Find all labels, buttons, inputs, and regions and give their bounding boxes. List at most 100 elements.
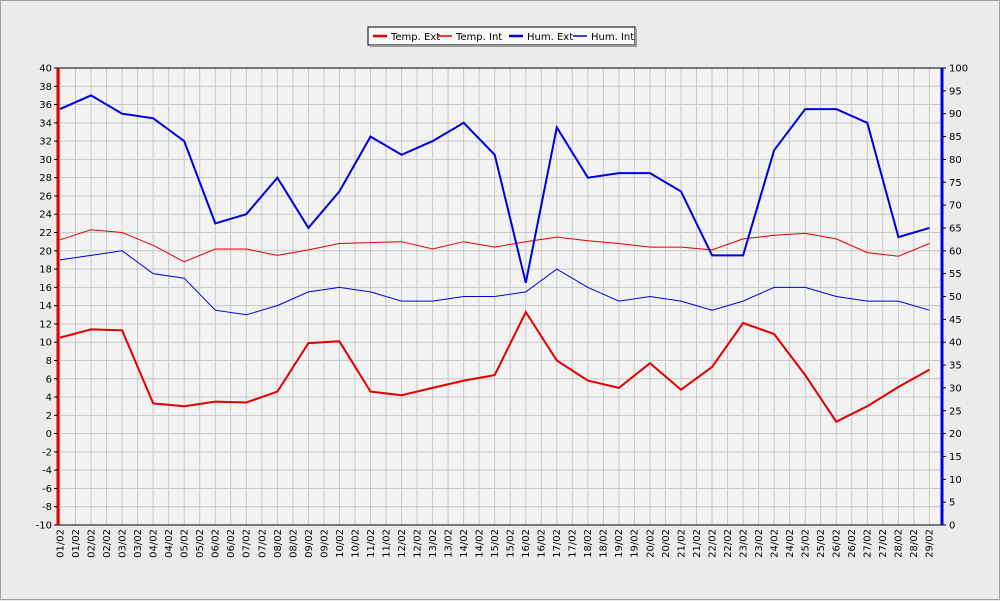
x-tick-label: 18/02	[583, 529, 594, 558]
x-tick-label: 14/02	[459, 529, 470, 558]
x-tick-label: 22/02	[723, 529, 734, 558]
x-tick-label: 27/02	[863, 529, 874, 558]
left-tick-label: 12	[39, 319, 52, 330]
left-tick-label: 14	[39, 301, 52, 312]
left-tick-label: 22	[39, 228, 52, 239]
x-tick-label: 15/02	[506, 529, 517, 558]
right-tick-label: 15	[949, 452, 962, 463]
right-tick-label: 30	[949, 383, 962, 394]
x-tick-label: 29/02	[925, 529, 936, 558]
plot-background	[58, 68, 942, 525]
x-tick-label: 05/02	[195, 529, 206, 558]
left-tick-label: 20	[39, 246, 52, 257]
left-tick-label: 8	[46, 356, 52, 367]
x-tick-label: 28/02	[909, 529, 920, 558]
right-tick-label: 55	[949, 269, 962, 280]
x-tick-label: 24/02	[769, 529, 780, 558]
right-tick-label: 80	[949, 155, 962, 166]
right-tick-label: 25	[949, 406, 962, 417]
left-tick-label: -10	[36, 521, 52, 532]
right-tick-label: 45	[949, 315, 962, 326]
x-tick-label: 20/02	[661, 529, 672, 558]
x-tick-label: 12/02	[397, 529, 408, 558]
left-tick-label: 24	[39, 210, 52, 221]
x-tick-label: 17/02	[568, 529, 579, 558]
left-tick-label: 10	[39, 338, 52, 349]
x-tick-label: 16/02	[537, 529, 548, 558]
x-tick-label: 27/02	[878, 529, 889, 558]
x-tick-label: 06/02	[211, 529, 222, 558]
x-tick-label: 06/02	[226, 529, 237, 558]
x-tick-label: 20/02	[645, 529, 656, 558]
left-tick-label: 0	[46, 429, 52, 440]
x-tick-label: 21/02	[676, 529, 687, 558]
left-tick-label: 26	[39, 191, 52, 202]
x-tick-label: 17/02	[552, 529, 563, 558]
x-tick-label: 15/02	[490, 529, 501, 558]
left-tick-label: 2	[46, 411, 52, 422]
x-tick-label: 03/02	[133, 529, 144, 558]
x-tick-label: 08/02	[288, 529, 299, 558]
right-tick-label: 10	[949, 475, 962, 486]
legend: Temp. Ext Temp. Int Hum. Ext Hum. Int	[367, 26, 637, 47]
left-tick-label: 6	[46, 374, 52, 385]
x-tick-label: 14/02	[475, 529, 486, 558]
x-tick-label: 13/02	[428, 529, 439, 558]
right-tick-label: 85	[949, 132, 962, 143]
x-tick-label: 04/02	[164, 529, 175, 558]
legend-label: Temp. Int	[455, 32, 502, 43]
right-tick-label: 95	[949, 86, 962, 97]
left-tick-label: 18	[39, 265, 52, 276]
right-tick-label: 90	[949, 109, 962, 120]
legend-label: Temp. Ext	[390, 32, 440, 43]
left-tick-label: -2	[42, 447, 52, 458]
legend-label: Hum. Ext	[527, 32, 573, 43]
series-line-temp-ext	[59, 309, 930, 423]
x-tick-label: 09/02	[304, 529, 315, 558]
right-tick-label: 75	[949, 178, 962, 189]
x-tick-label: 24/02	[785, 529, 796, 558]
x-tick-label: 11/02	[366, 529, 377, 558]
x-tick-label: 25/02	[800, 529, 811, 558]
x-tick-label: 02/02	[87, 529, 98, 558]
left-tick-label: 38	[39, 82, 52, 93]
left-tick-label: -4	[42, 466, 52, 477]
left-tick-label: 40	[39, 64, 52, 75]
x-tick-label: 21/02	[692, 529, 703, 558]
x-tick-label: 04/02	[149, 529, 160, 558]
x-tick-label: 26/02	[847, 529, 858, 558]
right-tick-label: 65	[949, 223, 962, 234]
left-tick-label: 4	[46, 393, 52, 404]
left-tick-label: 30	[39, 155, 52, 166]
right-tick-label: 100	[949, 64, 968, 75]
x-axis-ticks: 01/02 01/02 02/02 02/02 03/02 03/02 04/02 04/02…	[56, 529, 936, 558]
x-tick-label: 03/02	[118, 529, 129, 558]
x-tick-label: 08/02	[273, 529, 284, 558]
x-tick-label: 28/02	[894, 529, 905, 558]
x-tick-label: 19/02	[614, 529, 625, 558]
left-axis-ticks: -10-8-6-4-202468101214161820222426283032…	[36, 64, 58, 532]
right-tick-label: 40	[949, 338, 962, 349]
series-line-hum-ext	[59, 94, 930, 284]
left-tick-label: -8	[42, 502, 52, 513]
series-layer	[59, 94, 930, 423]
x-tick-label: 26/02	[832, 529, 843, 558]
x-tick-label: 05/02	[180, 529, 191, 558]
x-tick-label: 07/02	[257, 529, 268, 558]
x-tick-label: 16/02	[521, 529, 532, 558]
x-tick-label: 18/02	[599, 529, 610, 558]
left-tick-label: 36	[39, 100, 52, 111]
x-tick-label: 23/02	[754, 529, 765, 558]
series-line-temp-int	[59, 229, 930, 263]
x-tick-label: 22/02	[707, 529, 718, 558]
x-tick-label: 10/02	[350, 529, 361, 558]
left-tick-label: -6	[42, 484, 52, 495]
left-tick-label: 28	[39, 173, 52, 184]
left-tick-label: 32	[39, 137, 52, 148]
x-tick-label: 12/02	[412, 529, 423, 558]
left-tick-label: 34	[39, 118, 52, 129]
x-tick-label: 25/02	[816, 529, 827, 558]
x-tick-label: 07/02	[242, 529, 253, 558]
legend-label: Hum. Int	[591, 32, 634, 43]
